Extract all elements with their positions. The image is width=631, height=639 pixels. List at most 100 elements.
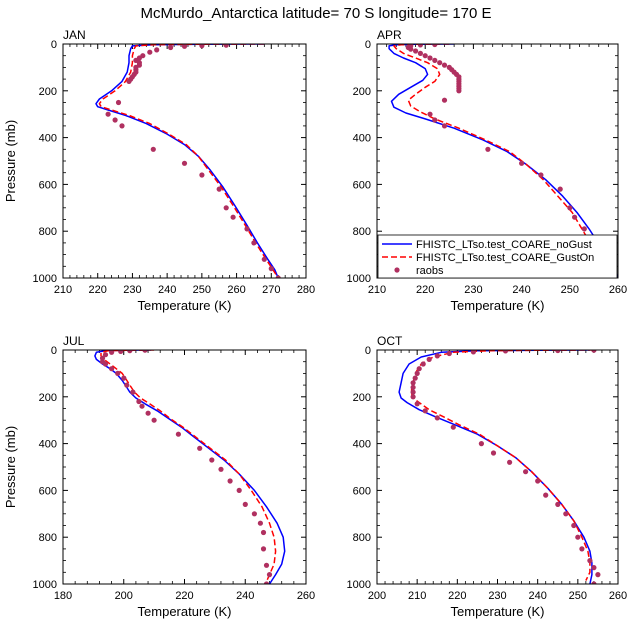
raobs-point bbox=[115, 99, 122, 106]
raobs-point bbox=[124, 382, 130, 388]
raobs-point bbox=[268, 266, 274, 272]
raobs-point bbox=[563, 511, 569, 517]
legend: FHISTC_LTso.test_COARE_noGustFHISTC_LTso… bbox=[377, 234, 618, 279]
x-tick-label: 210 bbox=[54, 284, 72, 296]
x-tick-label: 210 bbox=[408, 590, 426, 602]
raobs-point bbox=[408, 46, 414, 52]
y-tick-label: 400 bbox=[39, 133, 57, 145]
y-tick-label: 800 bbox=[353, 226, 371, 238]
raobs-point bbox=[118, 350, 124, 354]
raobs-point bbox=[139, 403, 145, 409]
raobs-point bbox=[441, 62, 448, 68]
raobs-point bbox=[591, 581, 597, 584]
x-tick-label: 220 bbox=[89, 284, 107, 296]
x-axis-label: Temperature (K) bbox=[138, 298, 232, 313]
y-tick-label: 400 bbox=[353, 439, 371, 451]
raobs-point bbox=[223, 44, 229, 48]
raobs-point bbox=[555, 501, 561, 507]
x-tick-label: 260 bbox=[609, 284, 627, 296]
raobs-point bbox=[175, 431, 181, 437]
raobs-point bbox=[535, 478, 541, 484]
raobs-point bbox=[121, 375, 127, 381]
raobs-point bbox=[567, 205, 573, 211]
panel-title: JUL bbox=[63, 334, 85, 348]
raobs-point bbox=[251, 511, 257, 517]
raobs-point bbox=[581, 226, 587, 232]
raobs-point bbox=[538, 172, 544, 178]
raobs-point bbox=[263, 562, 270, 568]
raobs-point bbox=[244, 226, 250, 232]
y-tick-label: 600 bbox=[353, 485, 371, 497]
raobs-point bbox=[432, 44, 438, 48]
raobs-point bbox=[591, 350, 597, 353]
series-line-nogust bbox=[398, 350, 593, 584]
raobs-point bbox=[446, 350, 452, 357]
panel-oct: 200 210 220 230 240 250 260 0 200 400 600 800 1000 OC… bbox=[347, 334, 628, 619]
raobs-point bbox=[410, 384, 416, 390]
raobs-point bbox=[432, 57, 438, 64]
series-line-nogust bbox=[94, 350, 286, 584]
raobs-point bbox=[591, 565, 597, 571]
raobs-point bbox=[519, 160, 525, 166]
legend-label-raobs: raobs bbox=[416, 265, 444, 277]
raobs-point bbox=[112, 117, 118, 123]
raobs-point bbox=[413, 48, 419, 54]
legend-marker-raobs bbox=[394, 267, 400, 273]
raobs-point bbox=[523, 469, 529, 475]
panel-title: JAN bbox=[63, 28, 86, 42]
x-tick-label: 250 bbox=[193, 284, 211, 296]
raobs-point bbox=[412, 375, 418, 381]
panel-apr: 210 220 230 240 250 260 0 200 400 600 800 1000 APR Te… bbox=[347, 28, 628, 313]
y-tick-label: 800 bbox=[353, 532, 371, 544]
panel-jul: 180 200 220 240 260 0 200 400 600 800 1000 JUL Tempe… bbox=[3, 334, 315, 619]
y-tick-label: 400 bbox=[353, 133, 371, 145]
raobs-point bbox=[127, 350, 133, 354]
raobs-point bbox=[216, 186, 222, 192]
raobs-point bbox=[251, 240, 257, 246]
x-tick-label: 210 bbox=[368, 284, 386, 296]
raobs-point bbox=[416, 366, 422, 372]
legend-label-guston: FHISTC_LTso.test_COARE_GustOn bbox=[416, 252, 594, 264]
y-tick-label: 600 bbox=[39, 485, 57, 497]
raobs-point bbox=[441, 97, 448, 103]
raobs-point bbox=[266, 572, 273, 578]
y-tick-label: 1000 bbox=[347, 273, 371, 285]
y-tick-label: 400 bbox=[39, 439, 57, 451]
raobs-point bbox=[432, 117, 438, 123]
x-axis-label: Temperature (K) bbox=[451, 604, 545, 619]
raobs-point bbox=[571, 522, 577, 529]
y-tick-label: 200 bbox=[39, 86, 57, 98]
raobs-point bbox=[434, 353, 440, 359]
raobs-point bbox=[197, 445, 203, 451]
y-tick-label: 600 bbox=[39, 179, 57, 191]
raobs-point bbox=[410, 380, 416, 386]
raobs-point bbox=[236, 487, 242, 493]
raobs-point bbox=[555, 350, 561, 354]
raobs-point bbox=[427, 55, 433, 61]
panels: 210 220 230 240 250 260 270 280 0 200 400 600 800 100… bbox=[3, 28, 627, 619]
raobs-point bbox=[260, 546, 267, 552]
legend-box bbox=[377, 234, 618, 279]
raobs-point bbox=[115, 370, 121, 376]
raobs-point bbox=[147, 49, 153, 55]
x-tick-label: 200 bbox=[115, 590, 133, 602]
raobs-point bbox=[417, 44, 423, 48]
raobs-point bbox=[260, 529, 267, 536]
raobs-point bbox=[151, 417, 157, 423]
raobs-point bbox=[227, 478, 233, 484]
plot-data bbox=[388, 44, 618, 278]
raobs-point bbox=[181, 44, 188, 49]
raobs-point bbox=[485, 146, 491, 152]
y-tick-label: 800 bbox=[39, 226, 57, 238]
y-tick-label: 0 bbox=[365, 39, 371, 51]
raobs-point bbox=[557, 186, 563, 192]
raobs-point bbox=[426, 356, 432, 362]
raobs-point bbox=[199, 172, 205, 178]
raobs-point bbox=[417, 50, 423, 57]
raobs-point bbox=[579, 546, 585, 552]
plot-frame bbox=[62, 349, 307, 585]
raobs-point bbox=[126, 78, 132, 84]
raobs-point bbox=[414, 370, 420, 376]
raobs-point bbox=[102, 361, 109, 367]
